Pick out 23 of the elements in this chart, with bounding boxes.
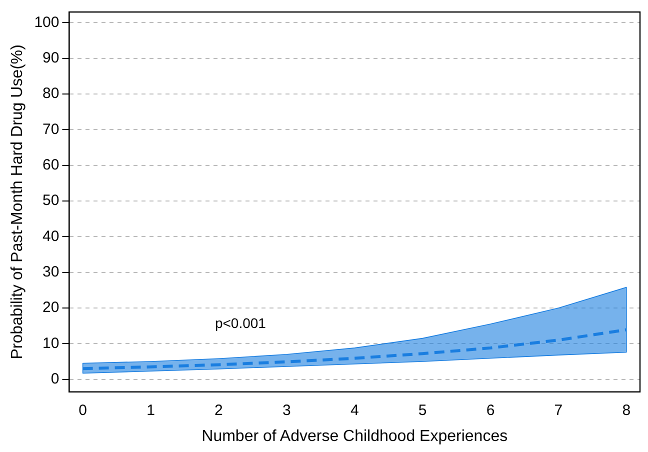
y-axis-title: Probability of Past-Month Hard Drug Use(%) bbox=[9, 44, 26, 360]
x-tick-label: 6 bbox=[486, 402, 495, 419]
y-tick-label: 30 bbox=[42, 263, 60, 280]
x-tick-label: 3 bbox=[282, 402, 291, 419]
y-tick-label: 80 bbox=[42, 85, 60, 102]
annotation: p<0.001 bbox=[214, 315, 266, 332]
x-axis-title: Number of Adverse Childhood Experiences bbox=[202, 428, 508, 445]
y-tick-label: 20 bbox=[42, 299, 60, 316]
y-tick-label: 90 bbox=[42, 50, 60, 66]
x-tick-label: 4 bbox=[350, 402, 359, 419]
x-tick-label: 5 bbox=[418, 402, 427, 419]
x-tick-label: 1 bbox=[146, 402, 155, 419]
y-tick-label: 50 bbox=[42, 192, 60, 210]
x-tick-label: 0 bbox=[78, 402, 87, 419]
y-tick-label: 40 bbox=[42, 228, 60, 245]
x-tick-label: 8 bbox=[622, 402, 631, 419]
y-tick-label: 10 bbox=[42, 334, 60, 352]
x-tick-label: 2 bbox=[214, 402, 223, 419]
y-tick-label: 70 bbox=[42, 120, 60, 138]
y-tick-label: 60 bbox=[42, 156, 60, 174]
y-tick-label: 100 bbox=[34, 14, 60, 31]
y-tick-label: 0 bbox=[50, 370, 60, 388]
x-tick-label: 7 bbox=[554, 402, 563, 419]
